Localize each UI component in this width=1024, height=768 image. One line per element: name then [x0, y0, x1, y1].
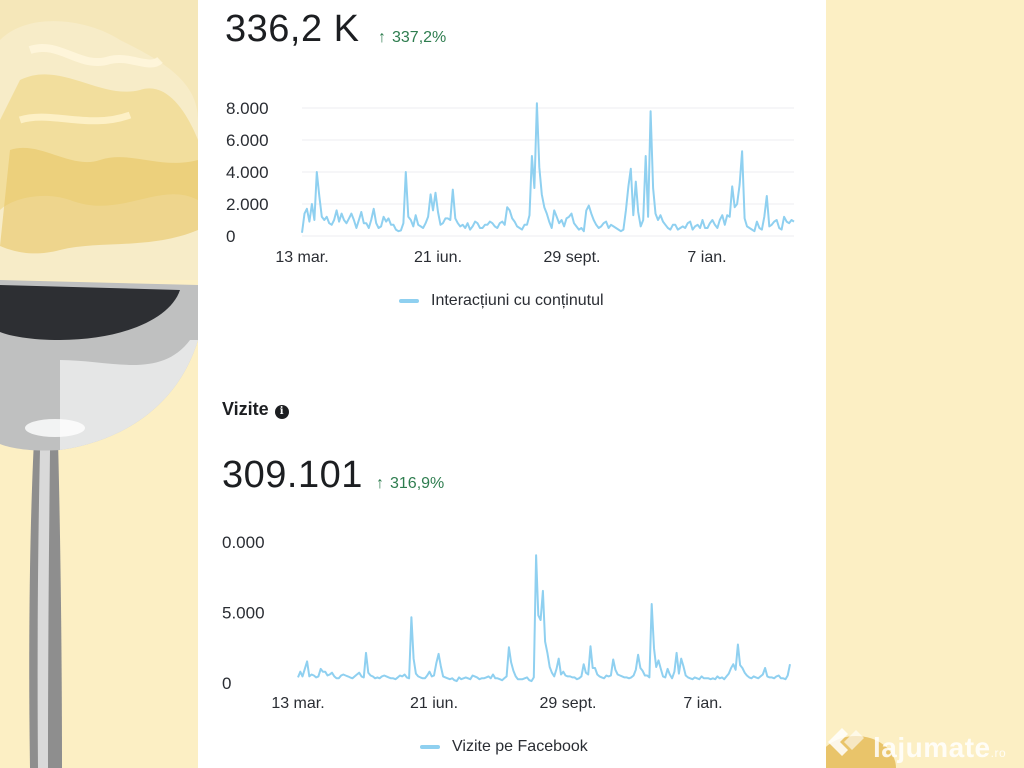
- visits-title: Vizite i: [222, 399, 289, 420]
- legend-swatch: [399, 298, 419, 303]
- x-tick-label: 21 iun.: [414, 249, 462, 266]
- visits-total: 309.101: [222, 454, 363, 496]
- info-icon[interactable]: i: [274, 405, 289, 419]
- y-tick-label: 8.000: [226, 99, 269, 118]
- y-tick-label: 0: [226, 227, 235, 246]
- insights-card: 336,2 K ↑ 337,2% 8.000 6.000 4.000 2.000 0 13 …: [198, 0, 826, 768]
- x-tick-label: 21 iun.: [410, 695, 458, 712]
- y-tick-label: 6.000: [226, 131, 269, 150]
- interactions-legend[interactable]: Interacțiuni cu conținutul: [399, 292, 604, 310]
- x-tick-label: 13 mar.: [275, 249, 328, 266]
- dessert-photo: [0, 0, 198, 768]
- y-tick-label: 0.000: [222, 533, 265, 552]
- series-line[interactable]: [301, 102, 795, 233]
- visits-chart[interactable]: 0.000 5.000 0 13 mar. 21 iun. 29 sept. 7 ian.: [198, 528, 826, 718]
- interactions-delta-value: 337,2%: [392, 29, 447, 46]
- up-arrow-icon: ↑: [378, 29, 386, 46]
- legend-swatch: [420, 744, 440, 749]
- y-tick-label: 0: [222, 674, 231, 693]
- legend-label: Interacțiuni cu conținutul: [431, 292, 604, 309]
- interactions-delta: ↑ 337,2%: [378, 29, 446, 47]
- x-tick-label: 7 ian.: [687, 249, 726, 266]
- interactions-chart[interactable]: 8.000 6.000 4.000 2.000 0 13 mar. 21 iun. 29 se…: [198, 90, 826, 270]
- visits-title-text: Vizite: [222, 399, 269, 419]
- series-line[interactable]: [297, 554, 791, 683]
- y-tick-label: 2.000: [226, 195, 269, 214]
- watermark: lajumate.ro: [826, 720, 1024, 768]
- watermark-logo-icon: [828, 728, 864, 756]
- visits-delta: ↑ 316,9%: [376, 475, 444, 493]
- x-tick-label: 7 ian.: [683, 695, 722, 712]
- background-decoration: [826, 0, 1024, 768]
- up-arrow-icon: ↑: [376, 475, 384, 492]
- interactions-total: 336,2 K: [225, 8, 360, 50]
- x-tick-label: 13 mar.: [271, 695, 324, 712]
- y-tick-label: 4.000: [226, 163, 269, 182]
- visits-delta-value: 316,9%: [390, 475, 445, 492]
- y-tick-label: 5.000: [222, 604, 265, 623]
- legend-label: Vizite pe Facebook: [452, 738, 588, 755]
- x-tick-label: 29 sept.: [544, 249, 601, 266]
- watermark-text: lajumate.ro: [873, 732, 1007, 763]
- visits-legend[interactable]: Vizite pe Facebook: [420, 738, 588, 756]
- x-tick-label: 29 sept.: [540, 695, 597, 712]
